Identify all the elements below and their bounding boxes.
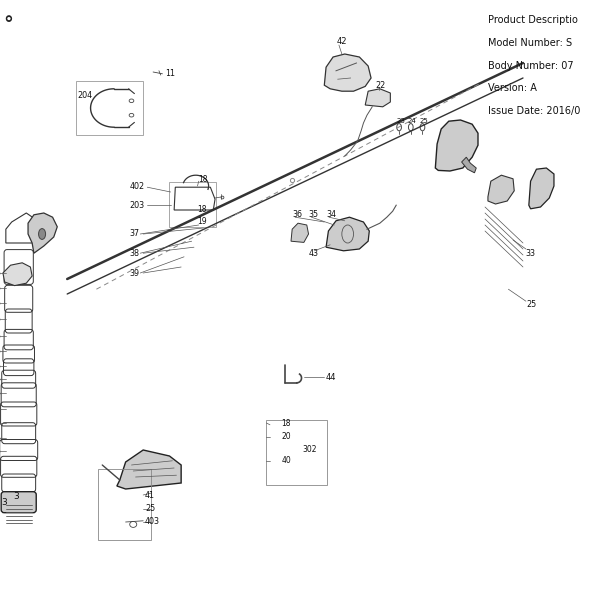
Text: 25: 25 xyxy=(419,118,428,124)
Text: 39: 39 xyxy=(130,269,140,277)
Text: 18: 18 xyxy=(281,419,291,427)
Text: 3: 3 xyxy=(13,492,19,502)
Text: 37: 37 xyxy=(130,229,140,238)
Polygon shape xyxy=(325,54,371,91)
Text: 403: 403 xyxy=(145,517,160,527)
Text: 204: 204 xyxy=(78,91,93,100)
Text: 19: 19 xyxy=(197,217,206,226)
Text: 41: 41 xyxy=(145,491,155,499)
Text: 22: 22 xyxy=(375,81,385,89)
Text: 35: 35 xyxy=(308,210,319,219)
Text: 25: 25 xyxy=(526,300,536,310)
Text: 11: 11 xyxy=(166,69,175,78)
Text: 43: 43 xyxy=(308,249,319,258)
Polygon shape xyxy=(3,263,32,286)
Text: 38: 38 xyxy=(130,249,140,258)
Polygon shape xyxy=(436,120,478,171)
Text: 302: 302 xyxy=(302,445,317,455)
Text: 36: 36 xyxy=(292,210,302,219)
Text: 25: 25 xyxy=(145,504,155,513)
Text: 20: 20 xyxy=(281,432,291,441)
Ellipse shape xyxy=(38,229,46,239)
Polygon shape xyxy=(291,223,308,242)
Polygon shape xyxy=(529,168,554,209)
Text: 33: 33 xyxy=(526,249,536,258)
Text: 44: 44 xyxy=(326,373,337,383)
FancyBboxPatch shape xyxy=(1,492,36,512)
Text: 203: 203 xyxy=(130,200,145,209)
Polygon shape xyxy=(326,217,370,251)
Text: Version: A: Version: A xyxy=(488,83,537,94)
Text: 34: 34 xyxy=(326,210,336,219)
Text: 42: 42 xyxy=(337,37,347,46)
Text: Product Descriptio: Product Descriptio xyxy=(488,15,578,25)
Polygon shape xyxy=(365,89,391,107)
Text: 18: 18 xyxy=(199,175,208,185)
Polygon shape xyxy=(28,213,57,253)
Polygon shape xyxy=(117,450,181,489)
Text: °: ° xyxy=(3,15,13,34)
Text: 40: 40 xyxy=(281,456,292,466)
Text: 23: 23 xyxy=(396,118,405,124)
Text: 402: 402 xyxy=(130,182,145,191)
Text: Body Number: 07: Body Number: 07 xyxy=(488,61,574,71)
Polygon shape xyxy=(488,175,514,204)
Text: Model Number: S: Model Number: S xyxy=(488,38,572,48)
Text: 24: 24 xyxy=(408,118,416,124)
Polygon shape xyxy=(461,157,476,173)
Text: Issue Date: 2016/0: Issue Date: 2016/0 xyxy=(488,106,580,116)
Text: 3: 3 xyxy=(2,498,8,506)
Text: 18: 18 xyxy=(197,205,206,214)
